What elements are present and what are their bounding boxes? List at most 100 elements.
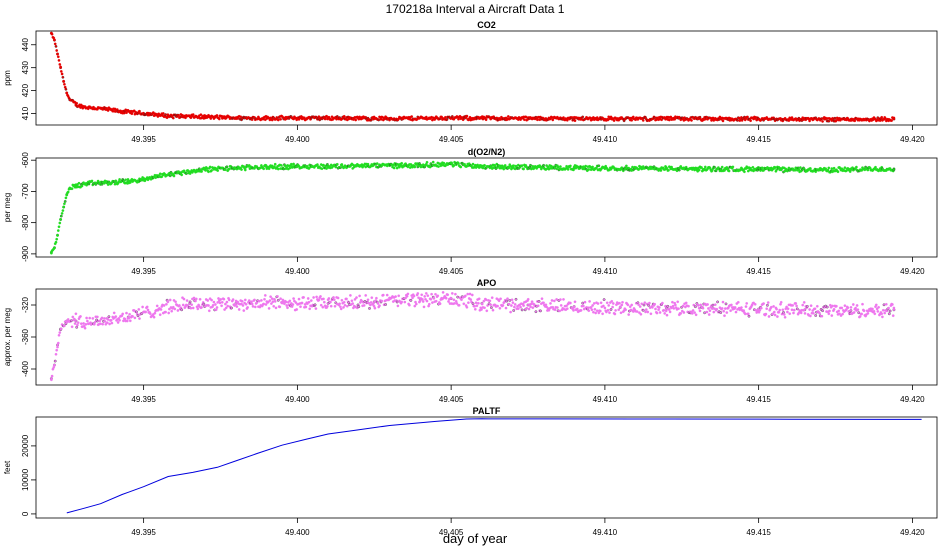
data-point [853,119,857,123]
data-point [108,322,111,326]
data-point [794,302,798,305]
data-point [411,296,414,300]
data-point [312,296,315,299]
data-point [861,302,864,306]
data-point [178,304,181,307]
data-point [273,300,277,303]
data-point [289,162,293,166]
data-point [124,178,128,182]
data-point [484,118,488,122]
data-point [602,304,605,308]
data-point [102,317,106,320]
data-point [55,49,59,52]
data-point [304,305,308,309]
data-point [892,306,896,310]
y-tick-label: -600 [21,152,30,169]
data-point [250,302,254,306]
data-point [430,292,433,296]
data-point [444,296,448,300]
data-point [677,307,680,311]
data-point [319,295,322,298]
data-point [540,297,544,301]
data-point [288,299,292,303]
data-point [61,209,65,212]
data-point [721,300,725,304]
data-point [654,307,657,311]
data-point [569,301,572,305]
data-point [627,313,631,316]
data-point [830,167,834,170]
data-point [581,301,585,305]
data-point [326,304,329,308]
data-point [559,304,563,307]
data-point [75,101,79,105]
data-point [188,300,192,304]
data-point [325,167,328,170]
x-tick-label: 49.395 [131,135,156,144]
data-point [809,304,813,308]
data-point [381,293,385,297]
data-point [835,304,838,308]
data-point [215,114,219,117]
data-point [364,294,368,297]
data-point [671,300,674,304]
data-point [874,303,878,307]
data-point [641,119,645,122]
data-point [244,302,248,306]
data-point [405,294,409,298]
data-point [64,196,68,200]
data-point [729,309,732,313]
data-point [54,352,58,356]
data-point [778,308,782,312]
data-point [661,301,664,305]
data-point [176,309,180,312]
data-point [431,301,434,304]
data-point [76,321,80,325]
y-axis-label: per meg [3,193,12,222]
data-point [210,298,213,302]
data-point [323,117,327,121]
data-point [114,315,118,318]
data-point [267,167,271,171]
data-point [841,312,844,316]
data-point [409,299,413,302]
data-point [662,308,666,312]
data-point [658,311,662,314]
data-point [483,306,486,310]
data-point [434,292,437,296]
data-point [276,295,279,298]
data-point [63,202,66,206]
data-point [55,237,59,241]
data-point [598,309,602,313]
data-point [96,179,100,183]
data-point [628,305,632,309]
data-point [174,300,177,304]
data-point [876,310,880,313]
data-point [866,312,870,315]
data-point [544,303,548,307]
data-point [210,169,213,172]
data-point [641,308,645,312]
plot-frame [35,416,938,519]
data-point [76,323,79,327]
data-point [109,318,113,322]
data-point [292,162,295,166]
data-point [454,292,457,296]
data-point [112,311,116,315]
data-point [719,311,723,314]
data-point [558,309,562,313]
data-point [460,298,463,302]
data-point [127,316,131,320]
data-point [322,300,326,304]
data-point [219,298,223,301]
data-point [832,307,836,311]
data-point [827,166,831,170]
data-point [638,305,642,308]
data-point [692,303,696,307]
data-point [516,307,520,311]
data-point [83,326,87,330]
data-point [66,190,70,194]
data-point [550,299,554,302]
data-point [262,302,266,306]
data-point [536,304,540,308]
